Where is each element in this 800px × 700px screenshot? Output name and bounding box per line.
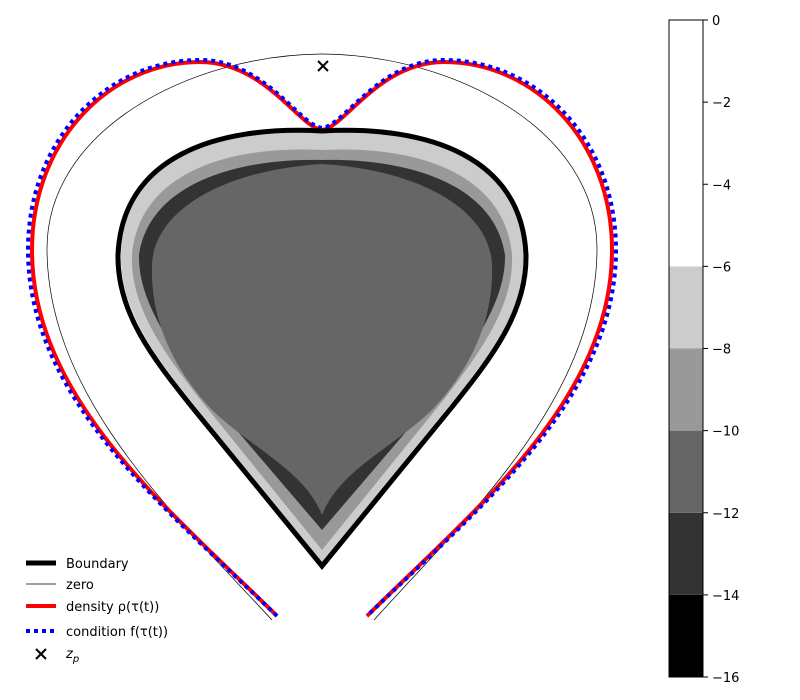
colorbar-band-0	[669, 594, 703, 677]
colorbar-tick-label: −10	[712, 425, 739, 440]
legend-label-zp-main: z	[65, 647, 74, 662]
legend-label-zp-sub: p	[72, 654, 79, 665]
legend-label-density: density ρ(τ(t))	[66, 600, 159, 615]
colorbar-ticks: 0 −2 −4 −6 −8 −10 −12 −14 −16	[703, 14, 739, 686]
colorbar: 0 −2 −4 −6 −8 −10 −12 −14 −16	[668, 14, 739, 686]
colorbar-band-5	[669, 20, 703, 267]
zp-marker	[317, 60, 329, 72]
colorbar-band-4	[669, 266, 703, 349]
legend-label-zero: zero	[66, 578, 94, 593]
colorbar-band-3	[669, 348, 703, 431]
colorbar-band-2	[669, 430, 703, 513]
colorbar-tick-label: 0	[712, 14, 720, 29]
colorbar-tick-label: −2	[712, 96, 731, 111]
condition-curve	[25, 57, 619, 618]
colorbar-tick-label: −4	[712, 178, 731, 193]
legend-label-condition: condition f(τ(t))	[66, 625, 168, 640]
colorbar-tick-label: −8	[712, 343, 731, 358]
contour-fill	[120, 132, 525, 563]
legend-swatch-zp	[35, 648, 47, 660]
colorbar-bands	[669, 20, 703, 677]
contour-level-core	[151, 164, 493, 515]
colorbar-tick-label: −16	[712, 671, 739, 686]
colorbar-band-1	[669, 512, 703, 595]
colorbar-tick-label: −6	[712, 260, 731, 275]
legend-label-boundary: Boundary	[66, 557, 129, 572]
legend-label-zp: zp	[65, 647, 79, 665]
colorbar-tick-label: −12	[712, 507, 739, 522]
zero-line	[46, 53, 598, 621]
plot-area	[25, 53, 619, 621]
legend: Boundary zero density ρ(τ(t)) condition …	[26, 557, 168, 665]
colorbar-tick-label: −14	[712, 589, 739, 604]
boundary-curve	[115, 127, 529, 570]
